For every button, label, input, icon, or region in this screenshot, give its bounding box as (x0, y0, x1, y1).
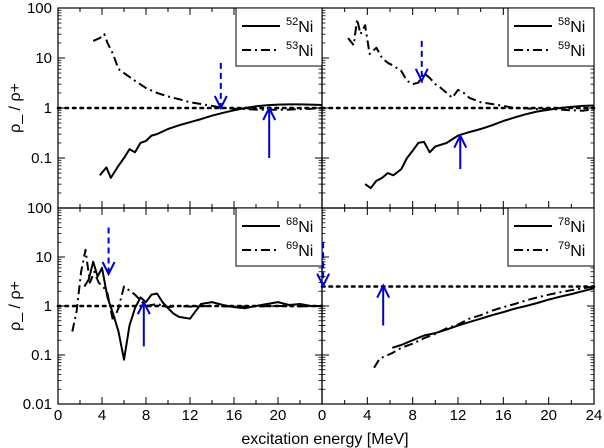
panel-bottom-left-arrow-solid-head (136, 299, 151, 315)
panel-bottom-left-legend-label-0: 68Ni (286, 216, 313, 236)
panel-top-right-legend-label-0: 58Ni (558, 16, 585, 36)
y-tick-label: 1 (44, 100, 52, 117)
panel-bottom-right-series-1-line (373, 285, 595, 369)
panel-bottom-left-x-tick-label: 12 (182, 407, 199, 424)
y-tick-label: 0.1 (31, 347, 52, 364)
panel-top-right-series-1-line (347, 18, 595, 112)
panel-top-right-legend-label-1: 59Ni (558, 40, 585, 60)
chart-marks: 52Ni 53Ni 58Ni 59Ni 68Ni 69Ni 78Ni 79Ni (56, 7, 596, 369)
panel-top-right-legend-box (507, 7, 595, 67)
panel-top-left-arrow-solid-head (262, 105, 277, 121)
panel-bottom-left-arrow-dashed-head (101, 261, 116, 277)
panel-bottom-left-x-tick-label: 20 (270, 407, 287, 424)
panel-bottom-left-x-tick-label: 16 (226, 407, 243, 424)
panel-bottom-left-x-tick-label: 8 (142, 407, 150, 424)
panel-bottom-right-x-tick-label: 0 (318, 407, 326, 424)
y-tick-label: 100 (27, 200, 52, 217)
y-tick-label: 0.1 (31, 150, 52, 167)
panel-bottom-right-legend-label-1: 79Ni (558, 240, 585, 260)
panel-bottom-right-x-tick-label: 20 (540, 407, 557, 424)
panel-bottom-right-x-tick-label: 8 (408, 407, 416, 424)
tick-labels: 0 4 8 12 16 20 0 4 8 12 16 20 24 0.1 1 10 100 0.01 0.1 1 10 1… (23, 0, 603, 424)
y-axis-titles: ρ_ / ρ+ ρ_ / ρ+ (7, 83, 24, 331)
panel-bottom-left-legend-label-1: 69Ni (286, 240, 313, 260)
panel-top-left-legend-label-0: 52Ni (286, 16, 313, 36)
panel-bottom-right-x-tick-label: 24 (586, 407, 603, 424)
panel-bottom-right-arrow-solid-head (376, 283, 391, 299)
panel-top-left-series-0-line (99, 103, 323, 179)
panel-bottom-left-x-tick-label: 0 (54, 407, 62, 424)
panel-top-right-arrow-dashed-head (414, 68, 429, 84)
y-axis-title: ρ_ / ρ+ (7, 83, 24, 133)
panel-bottom-right-arrow-dashed-head (316, 273, 331, 288)
panel-top-left-arrow-dashed-head (213, 95, 228, 111)
panel-bottom-right-x-tick-label: 12 (450, 407, 467, 424)
x-axis-title: excitation energy [MeV] (241, 431, 408, 448)
panel-bottom-left-x-tick-label: 4 (98, 407, 106, 424)
panel-bottom-right-legend-box (507, 207, 595, 267)
y-tick-label: 10 (35, 249, 52, 266)
panel-top-right-arrow-solid-head (453, 133, 468, 149)
panel-bottom-right-series-0-line (392, 287, 595, 349)
panel-top-left-legend-label-1: 53Ni (286, 40, 313, 60)
y-tick-label: 1 (44, 298, 52, 315)
y-axis-title: ρ_ / ρ+ (7, 281, 24, 331)
panel-frames (57, 7, 595, 405)
panel-bottom-left-legend-box (235, 207, 323, 267)
y-tick-label: 0.01 (23, 396, 52, 413)
y-tick-label: 10 (35, 50, 52, 67)
panel-top-left-legend-box (235, 7, 323, 67)
panel-bottom-left-series-0-line (83, 260, 322, 361)
panel-bottom-right-legend-label-0: 78Ni (558, 216, 585, 236)
panel-bottom-right-x-tick-label: 4 (363, 407, 371, 424)
panel-bottom-right-x-tick-label: 16 (495, 407, 512, 424)
panel-top-right-series-0-line (364, 104, 595, 190)
y-tick-label: 100 (27, 0, 52, 17)
